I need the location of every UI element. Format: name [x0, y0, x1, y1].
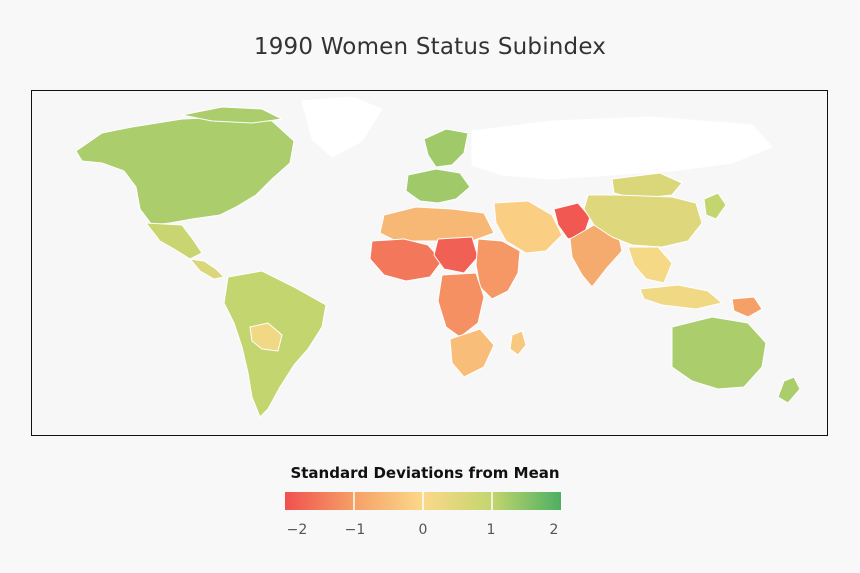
legend-tick-label: 2	[549, 522, 559, 538]
region-central-america[interactable]	[189, 258, 225, 280]
legend-tick-label: −1	[344, 522, 366, 538]
region-mexico[interactable]	[145, 222, 203, 260]
region-middle-east[interactable]	[493, 200, 563, 254]
region-bolivia[interactable]	[249, 322, 283, 352]
region-southeast-asia[interactable]	[627, 246, 673, 284]
legend-tick-label: −2	[286, 522, 308, 538]
region-indonesia[interactable]	[639, 284, 723, 310]
region-china[interactable]	[583, 194, 703, 248]
color-scale-bar	[285, 492, 561, 510]
legend-tick-label: 0	[418, 522, 428, 538]
region-east-africa[interactable]	[475, 238, 521, 300]
legend-title: Standard Deviations from Mean	[290, 464, 560, 482]
region-greenland	[301, 96, 383, 158]
chart-title: 1990 Women Status Subindex	[253, 34, 607, 60]
region-madagascar[interactable]	[509, 330, 527, 356]
region-mongolia[interactable]	[611, 172, 683, 200]
world-map	[31, 90, 828, 436]
region-japan[interactable]	[703, 192, 727, 220]
region-png[interactable]	[731, 296, 763, 318]
region-west-africa[interactable]	[369, 238, 443, 282]
world-map-svg	[75, 96, 801, 418]
region-russia	[471, 116, 773, 180]
region-central-africa[interactable]	[437, 272, 485, 338]
region-europe[interactable]	[405, 168, 471, 204]
region-scandinavia[interactable]	[423, 128, 469, 168]
legend-tick-label: 1	[486, 522, 496, 538]
region-australia[interactable]	[671, 316, 767, 390]
region-arctic-islands[interactable]	[181, 106, 283, 124]
region-southern-africa[interactable]	[449, 328, 495, 378]
region-north-america[interactable]	[75, 116, 295, 226]
region-new-zealand[interactable]	[777, 376, 801, 404]
region-sahel[interactable]	[433, 236, 479, 274]
region-north-africa[interactable]	[379, 206, 495, 242]
